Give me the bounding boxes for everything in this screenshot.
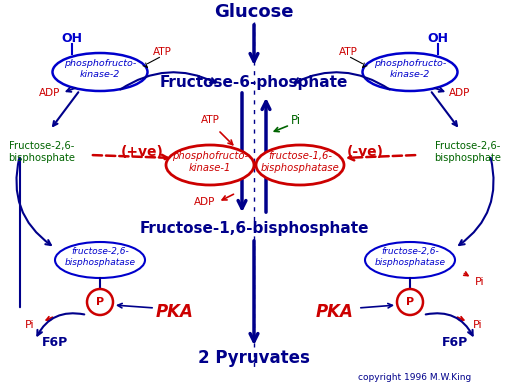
Text: ATP: ATP [201,115,219,125]
Text: 2 Pyruvates: 2 Pyruvates [198,349,310,367]
Text: phosphofructo-
kinase-1: phosphofructo- kinase-1 [172,151,248,173]
Text: Fructose-2,6-
bisphosphate: Fructose-2,6- bisphosphate [435,141,501,163]
Ellipse shape [55,242,145,278]
Circle shape [397,289,423,315]
Text: P: P [406,297,414,307]
Text: P: P [96,297,104,307]
Text: Pi: Pi [475,277,485,287]
Ellipse shape [166,145,254,185]
Text: F6P: F6P [42,336,68,349]
Text: phosphofructo-
kinase-2: phosphofructo- kinase-2 [374,59,446,79]
Ellipse shape [365,242,455,278]
Text: ADP: ADP [449,88,471,98]
Text: fructose-2,6-
bisphosphatase: fructose-2,6- bisphosphatase [65,247,135,267]
Text: ADP: ADP [39,88,61,98]
Text: phosphofructo-
kinase-2: phosphofructo- kinase-2 [64,59,136,79]
Text: Fructose-2,6-
bisphosphate: Fructose-2,6- bisphosphate [9,141,75,163]
Ellipse shape [362,53,458,91]
Ellipse shape [256,145,344,185]
Text: (-ve): (-ve) [347,145,383,159]
Ellipse shape [52,53,148,91]
Text: fructose-2,6-
bisphosphatase: fructose-2,6- bisphosphatase [375,247,445,267]
Text: Fructose-1,6-bisphosphate: Fructose-1,6-bisphosphate [139,220,369,235]
Text: OH: OH [428,31,448,45]
Text: fructose-1,6-
bisphosphatase: fructose-1,6- bisphosphatase [261,151,340,173]
Circle shape [87,289,113,315]
Text: (+ve): (+ve) [121,145,163,159]
Text: OH: OH [62,31,82,45]
Text: F6P: F6P [442,336,468,349]
Text: ADP: ADP [194,197,216,207]
Text: copyright 1996 M.W.King: copyright 1996 M.W.King [358,372,472,381]
Text: PKA: PKA [156,303,194,321]
Text: Glucose: Glucose [214,3,294,21]
Text: Pi: Pi [25,320,35,330]
Text: Pi: Pi [473,320,483,330]
Text: ATP: ATP [338,47,357,57]
Text: Pi: Pi [291,114,301,126]
Text: ATP: ATP [153,47,172,57]
Text: PKA: PKA [316,303,354,321]
Text: Fructose-6-phosphate: Fructose-6-phosphate [160,74,348,89]
